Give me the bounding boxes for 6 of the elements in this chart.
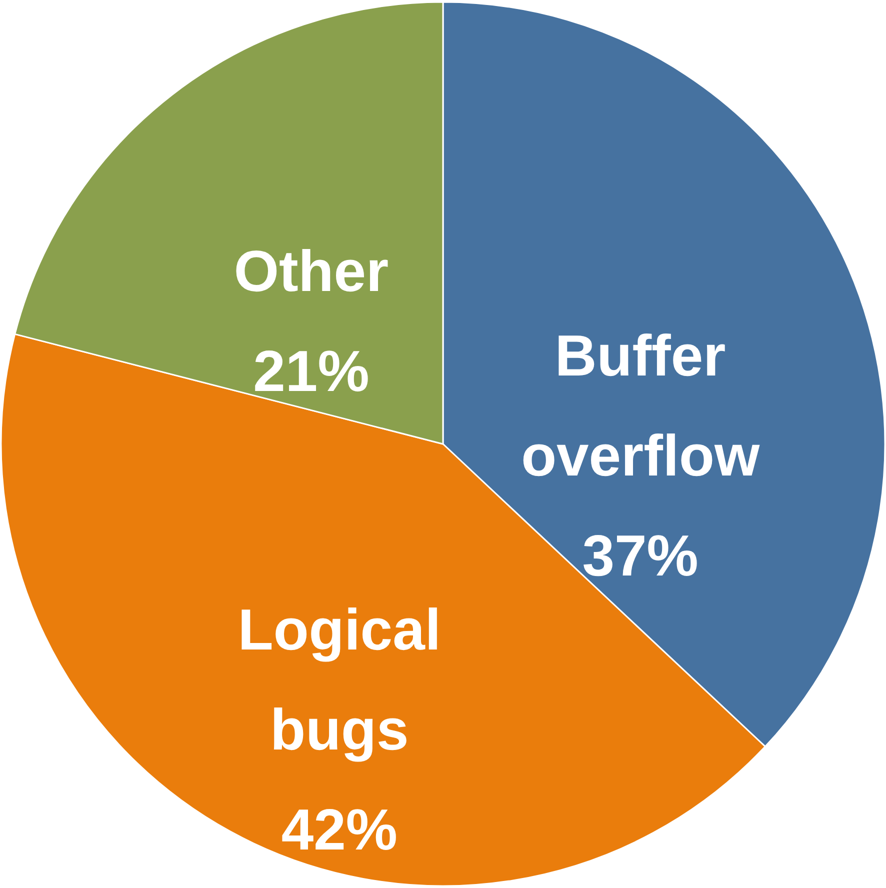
- slice-label: Other: [234, 239, 389, 304]
- slice-label: Logical bugs: [238, 597, 441, 762]
- data-label: 37%: [582, 524, 698, 589]
- slice-label: Buffer overflow: [521, 324, 760, 489]
- data-label: 42%: [281, 797, 398, 862]
- data-label: 21%: [253, 339, 370, 404]
